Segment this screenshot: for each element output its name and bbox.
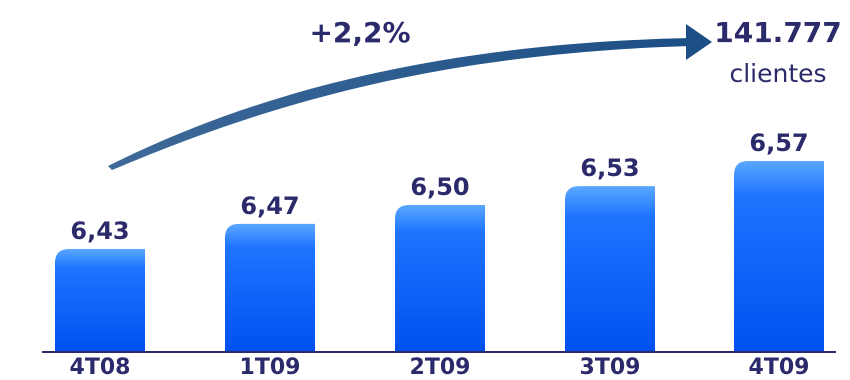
bar-4T08 [55, 249, 145, 352]
growth-arrow [108, 24, 712, 170]
category-label-3T09: 3T09 [580, 355, 641, 380]
bar-1T09 [225, 223, 315, 352]
bar-4T09 [734, 161, 824, 352]
total-value: 141.777 [714, 16, 842, 49]
value-label-4T09: 6,57 [749, 129, 808, 157]
growth-arrow-shaft [108, 38, 690, 170]
value-label-2T09: 6,50 [410, 173, 469, 201]
value-label-3T09: 6,53 [580, 154, 639, 182]
category-label-2T09: 2T09 [410, 355, 471, 380]
category-labels-group: 4T08 1T09 2T09 3T09 4T09 [70, 355, 810, 380]
bar-2T09 [395, 205, 485, 352]
value-labels-group: 6,43 6,47 6,50 6,53 6,57 [70, 129, 808, 245]
value-label-1T09: 6,47 [240, 192, 299, 220]
category-label-1T09: 1T09 [240, 355, 301, 380]
total-unit: clientes [729, 59, 826, 88]
category-label-4T09: 4T09 [749, 355, 810, 380]
value-label-4T08: 6,43 [70, 217, 129, 245]
growth-annotation: +2,2% [309, 16, 410, 49]
bar-3T09 [565, 186, 655, 352]
bars-group [55, 161, 824, 352]
growth-arrow-head [686, 24, 712, 60]
category-label-4T08: 4T08 [70, 355, 131, 380]
